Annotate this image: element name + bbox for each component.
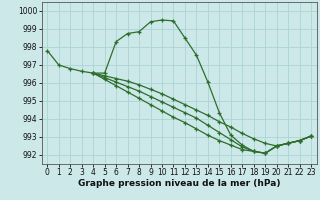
X-axis label: Graphe pression niveau de la mer (hPa): Graphe pression niveau de la mer (hPa) xyxy=(78,179,280,188)
